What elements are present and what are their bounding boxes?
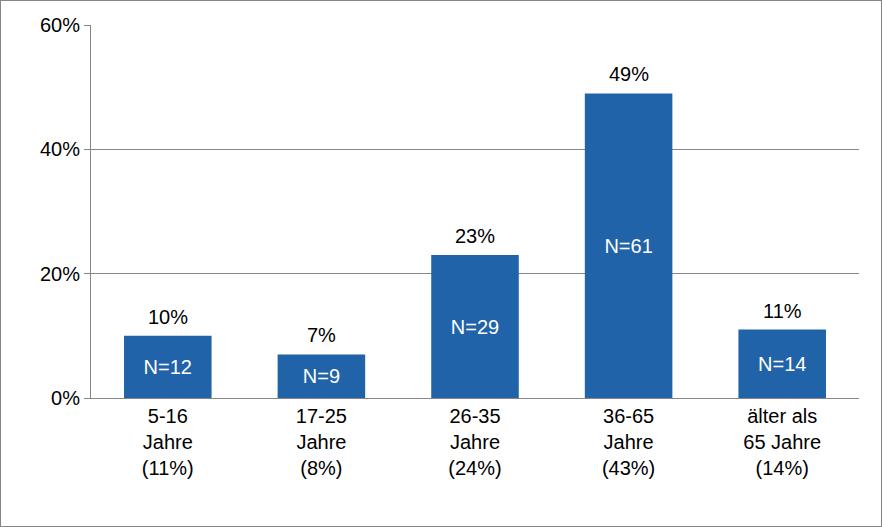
- svg-text:5-16Jahre(11%): 5-16Jahre(11%): [142, 405, 194, 479]
- svg-text:0%: 0%: [51, 387, 80, 409]
- svg-text:40%: 40%: [40, 138, 80, 160]
- svg-text:26-35Jahre(24%): 26-35Jahre(24%): [448, 405, 501, 479]
- svg-text:11%: 11%: [763, 300, 802, 322]
- svg-text:N=61: N=61: [604, 235, 652, 257]
- svg-text:49%: 49%: [609, 63, 649, 85]
- svg-text:älter als65 Jahre(14%): älter als65 Jahre(14%): [743, 405, 821, 479]
- svg-text:10%: 10%: [148, 306, 188, 328]
- svg-text:17-25Jahre(8%): 17-25Jahre(8%): [296, 405, 347, 479]
- svg-text:20%: 20%: [40, 263, 80, 285]
- svg-text:N=9: N=9: [303, 365, 340, 387]
- svg-text:60%: 60%: [40, 14, 80, 36]
- svg-text:N=12: N=12: [144, 356, 192, 378]
- svg-text:N=14: N=14: [758, 353, 806, 375]
- svg-text:7%: 7%: [307, 324, 336, 346]
- svg-text:23%: 23%: [455, 225, 495, 247]
- svg-text:N=29: N=29: [451, 316, 499, 338]
- svg-text:36-65Jahre(43%): 36-65Jahre(43%): [602, 405, 655, 479]
